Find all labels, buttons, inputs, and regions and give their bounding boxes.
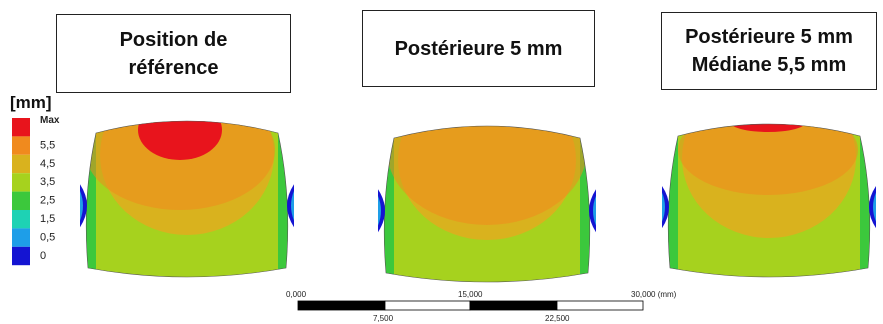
side-zone [80,190,83,221]
zone [860,124,870,277]
side-zone [873,192,876,222]
panel-title-box: Position de référence [56,14,291,93]
zone [86,121,275,210]
legend-swatch [12,118,30,137]
scale-segment [556,300,644,311]
legend-swatch [12,136,30,155]
legend-label: 5,5 [40,139,55,151]
panel-title: Médiane 5,5 mm [691,54,847,76]
panel-title: Postérieure 5 mm [394,37,563,60]
legend-swatch [12,246,30,266]
side-zone [869,186,876,229]
deformation-shape [86,121,288,277]
scale-segment [469,300,558,311]
zone [678,124,858,195]
legend-swatch [12,228,30,247]
deformation-shape [668,124,870,277]
scale-label: 30,000 (mm) [631,290,677,299]
zone [668,124,678,277]
outline [85,120,289,278]
scale-label: 0,000 [286,290,307,299]
zone [278,121,288,277]
legend-label: 4,5 [40,158,55,170]
zone [86,121,288,277]
legend-unit: [mm] [10,93,52,112]
side-zone [291,190,294,221]
panel-title: Postérieure 5 mm [685,26,853,48]
legend-label: 0,5 [40,231,55,243]
scale-label: 22,500 [545,314,570,323]
zone [668,124,870,277]
panel-title-box: Postérieure 5 mm [362,10,595,87]
scale-label: 15,000 [458,290,483,299]
legend-label: Max [40,115,60,126]
zone [384,126,590,282]
panel-title-box: Postérieure 5 mm Médiane 5,5 mm [661,12,877,90]
zone [730,124,806,132]
side-zone [378,195,381,226]
side-zone [378,189,385,233]
outline [667,123,871,278]
zone [387,126,587,225]
zone [86,121,96,277]
side-zone [593,195,596,226]
legend-swatch [12,210,30,229]
side-zone [662,186,669,229]
scale-segment [297,300,386,311]
legend-swatch [12,173,30,192]
legend-swatch [12,154,30,174]
legend-swatch [12,191,30,210]
zone [100,121,274,235]
legend-label: 2,5 [40,195,55,207]
legend-label: 1,5 [40,213,55,225]
zone [384,126,394,282]
scale-label: 7,500 [373,314,394,323]
deformation-shape [384,126,590,282]
side-zone [589,189,596,233]
zone [580,126,590,282]
outline [383,125,591,283]
zone [398,126,576,240]
side-zone [662,192,665,222]
zone [682,124,856,238]
side-zone [80,184,87,228]
legend-label: 0 [40,250,46,262]
panel-title: Position de [119,28,228,51]
legend-label: 3,5 [40,176,55,188]
scale-segment [384,300,471,311]
side-zone [287,184,294,228]
zone [138,121,222,160]
panel-title: référence [128,56,219,79]
